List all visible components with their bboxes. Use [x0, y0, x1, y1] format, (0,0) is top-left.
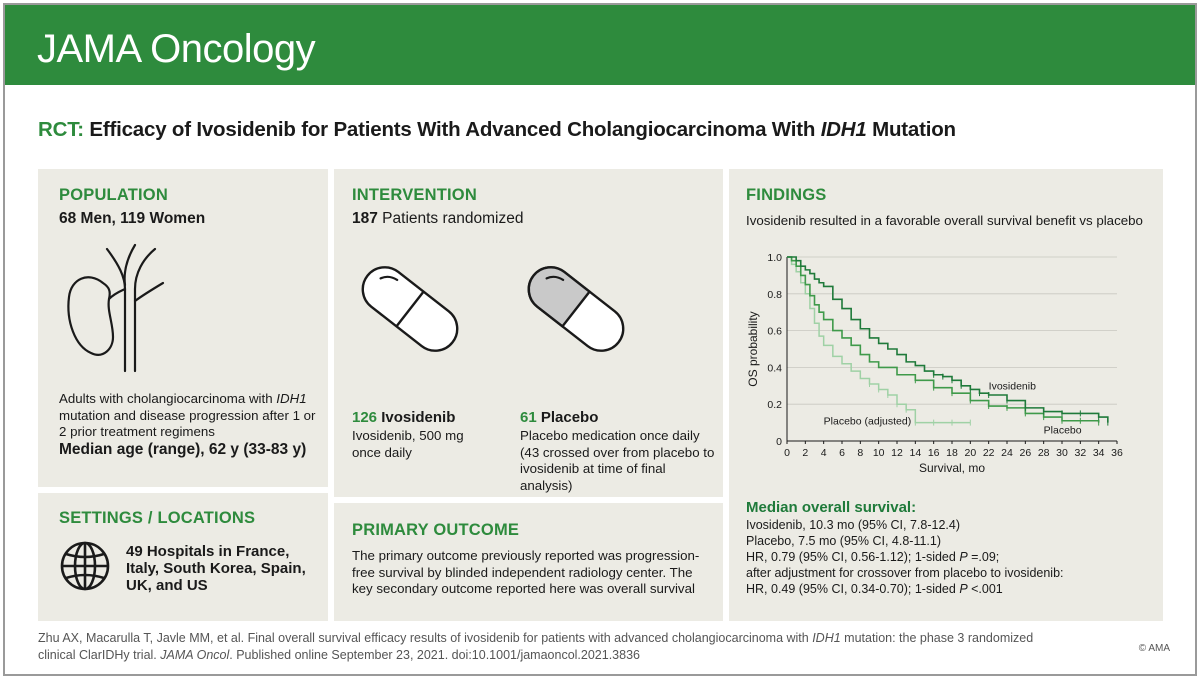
hr2-suffix: <.001 [967, 582, 1003, 596]
arm2-count: 61 [520, 409, 537, 426]
x-tick-label: 10 [873, 447, 885, 459]
journal-title: JAMA Oncology [37, 27, 316, 71]
hr2-prefix: HR, 0.49 (95% CI, 0.34-0.70); 1-sided [746, 582, 960, 596]
x-tick-label: 16 [928, 447, 940, 459]
y-tick-label: 0.6 [767, 326, 782, 338]
hr-unadjusted: HR, 0.79 (95% CI, 0.56-1.12); 1-sided P … [746, 549, 1156, 565]
x-tick-label: 2 [802, 447, 808, 459]
hr1-suffix: =.09; [967, 550, 1000, 564]
randomized-number: 187 [352, 210, 378, 227]
desc-suffix: mutation and disease progression after 1… [59, 407, 316, 440]
citation-part1: Zhu AX, Macarulla T, Javle MM, et al. Fi… [38, 631, 813, 645]
hr2-p: P [959, 582, 968, 596]
settings-panel: SETTINGS / LOCATIONS 49 Hospitals in Fra… [38, 493, 328, 621]
x-tick-label: 36 [1111, 447, 1123, 459]
page-frame [3, 3, 1197, 676]
randomized-label: Patients randomized [377, 210, 524, 227]
arm1-name: Ivosidenib [381, 409, 456, 426]
bile-duct-gallbladder-icon [67, 243, 165, 373]
x-tick-label: 28 [1038, 447, 1050, 459]
hr-adjusted: HR, 0.49 (95% CI, 0.34-0.70); 1-sided P … [746, 581, 1156, 597]
citation: Zhu AX, Macarulla T, Javle MM, et al. Fi… [38, 630, 1038, 663]
primary-outcome-panel: PRIMARY OUTCOME The primary outcome prev… [334, 503, 723, 621]
x-tick-label: 30 [1056, 447, 1068, 459]
copyright: © AMA [1138, 643, 1170, 654]
desc-prefix: Adults with cholangiocarcinoma with [59, 391, 277, 406]
title-main: Efficacy of Ivosidenib for Patients With… [83, 118, 821, 141]
x-tick-label: 32 [1074, 447, 1086, 459]
y-tick-label: 0.8 [767, 289, 782, 301]
x-tick-label: 22 [983, 447, 995, 459]
hr1-p: P [959, 550, 968, 564]
median-os-heading: Median overall survival: [746, 499, 917, 516]
journal-header: JAMA Oncology [5, 5, 1195, 85]
x-tick-label: 6 [839, 447, 845, 459]
population-description: Adults with cholangiocarcinoma with IDH1… [59, 391, 319, 441]
x-axis-label: Survival, mo [919, 461, 985, 475]
citation-journal: JAMA Oncol [160, 647, 230, 662]
y-tick-label: 0.4 [767, 362, 782, 374]
citation-gene: IDH1 [812, 631, 841, 645]
globe-icon [60, 541, 110, 591]
title-suffix: Mutation [866, 118, 956, 141]
findings-panel: FINDINGS Ivosidenib resulted in a favora… [729, 169, 1163, 621]
settings-text: 49 Hospitals in France, Italy, South Kor… [126, 543, 306, 594]
arm2-description: Placebo medication once daily (43 crosse… [520, 428, 715, 493]
citation-part2: mutation: the phase 3 randomized clinica… [38, 631, 1034, 662]
findings-heading: FINDINGS [746, 186, 827, 204]
population-panel: POPULATION 68 Men, 119 Women Adults with… [38, 169, 328, 487]
x-tick-label: 12 [891, 447, 903, 459]
y-tick-label: 0.2 [767, 399, 782, 411]
intervention-panel: INTERVENTION 187 Patients randomized 126… [334, 169, 723, 497]
intervention-heading: INTERVENTION [352, 186, 477, 204]
title-gene: IDH1 [820, 118, 867, 141]
desc-gene: IDH1 [276, 391, 307, 406]
x-tick-label: 26 [1019, 447, 1031, 459]
citation-part3: . Published online September 23, 2021. d… [229, 647, 640, 662]
y-axis-label: OS probability [746, 311, 760, 386]
hr1-prefix: HR, 0.79 (95% CI, 0.56-1.12); 1-sided [746, 550, 960, 564]
median-line-placebo: Placebo, 7.5 mo (95% CI, 4.8-11.1) [746, 534, 942, 548]
km-survival-chart: 00.20.40.60.81.00 2 4 6 8 10 12 14 16 18 20 22 24 26 2… [746, 252, 1123, 475]
label-placebo-adjusted: Placebo (adjusted) [824, 415, 912, 427]
median-os-lines: Ivosidenib, 10.3 mo (95% CI, 7.8-12.4) P… [746, 517, 1156, 597]
arm-ivosidenib: 126 Ivosidenib Ivosidenib, 500 mg once d… [352, 409, 517, 461]
ivosidenib-pill-icon [361, 266, 459, 352]
placebo-pill-icon [527, 266, 625, 352]
arm1-count: 126 [352, 409, 378, 426]
y-tick-label: 0 [776, 436, 782, 448]
adjust-line: after adjustment for crossover from plac… [746, 566, 1064, 580]
x-tick-label: 24 [1001, 447, 1013, 459]
x-tick-label: 34 [1093, 447, 1105, 459]
findings-summary: Ivosidenib resulted in a favorable overa… [746, 213, 1143, 228]
ivosidenib-curve [787, 256, 1109, 423]
population-subtitle: 68 Men, 119 Women [59, 210, 206, 227]
y-tick-label: 1.0 [767, 252, 782, 264]
median-line-ivosidenib: Ivosidenib, 10.3 mo (95% CI, 7.8-12.4) [746, 518, 961, 532]
label-ivosidenib: Ivosidenib [989, 380, 1036, 392]
settings-heading: SETTINGS / LOCATIONS [59, 509, 256, 527]
primary-outcome-heading: PRIMARY OUTCOME [352, 521, 520, 539]
x-tick-label: 18 [946, 447, 958, 459]
page-title: RCT: Efficacy of Ivosidenib for Patients… [38, 118, 956, 142]
arm-placebo: 61 Placebo Placebo medication once daily… [520, 409, 715, 494]
population-heading: POPULATION [59, 186, 168, 204]
arm2-name: Placebo [540, 409, 599, 426]
x-tick-label: 8 [857, 447, 863, 459]
label-placebo: Placebo [1044, 425, 1082, 437]
primary-outcome-text: The primary outcome previously reported … [352, 548, 700, 596]
title-prefix: RCT: [38, 118, 84, 141]
x-tick-label: 4 [821, 447, 827, 459]
median-age: Median age (range), 62 y (33-83 y) [59, 441, 307, 458]
x-tick-label: 14 [909, 447, 921, 459]
x-tick-label: 0 [784, 447, 790, 459]
placebo-curve [787, 256, 1100, 423]
randomized-count: 187 Patients randomized [352, 210, 523, 228]
x-tick-label: 20 [964, 447, 976, 459]
placebo-adjusted-curve [787, 256, 971, 424]
arm1-description: Ivosidenib, 500 mg once daily [352, 428, 464, 460]
